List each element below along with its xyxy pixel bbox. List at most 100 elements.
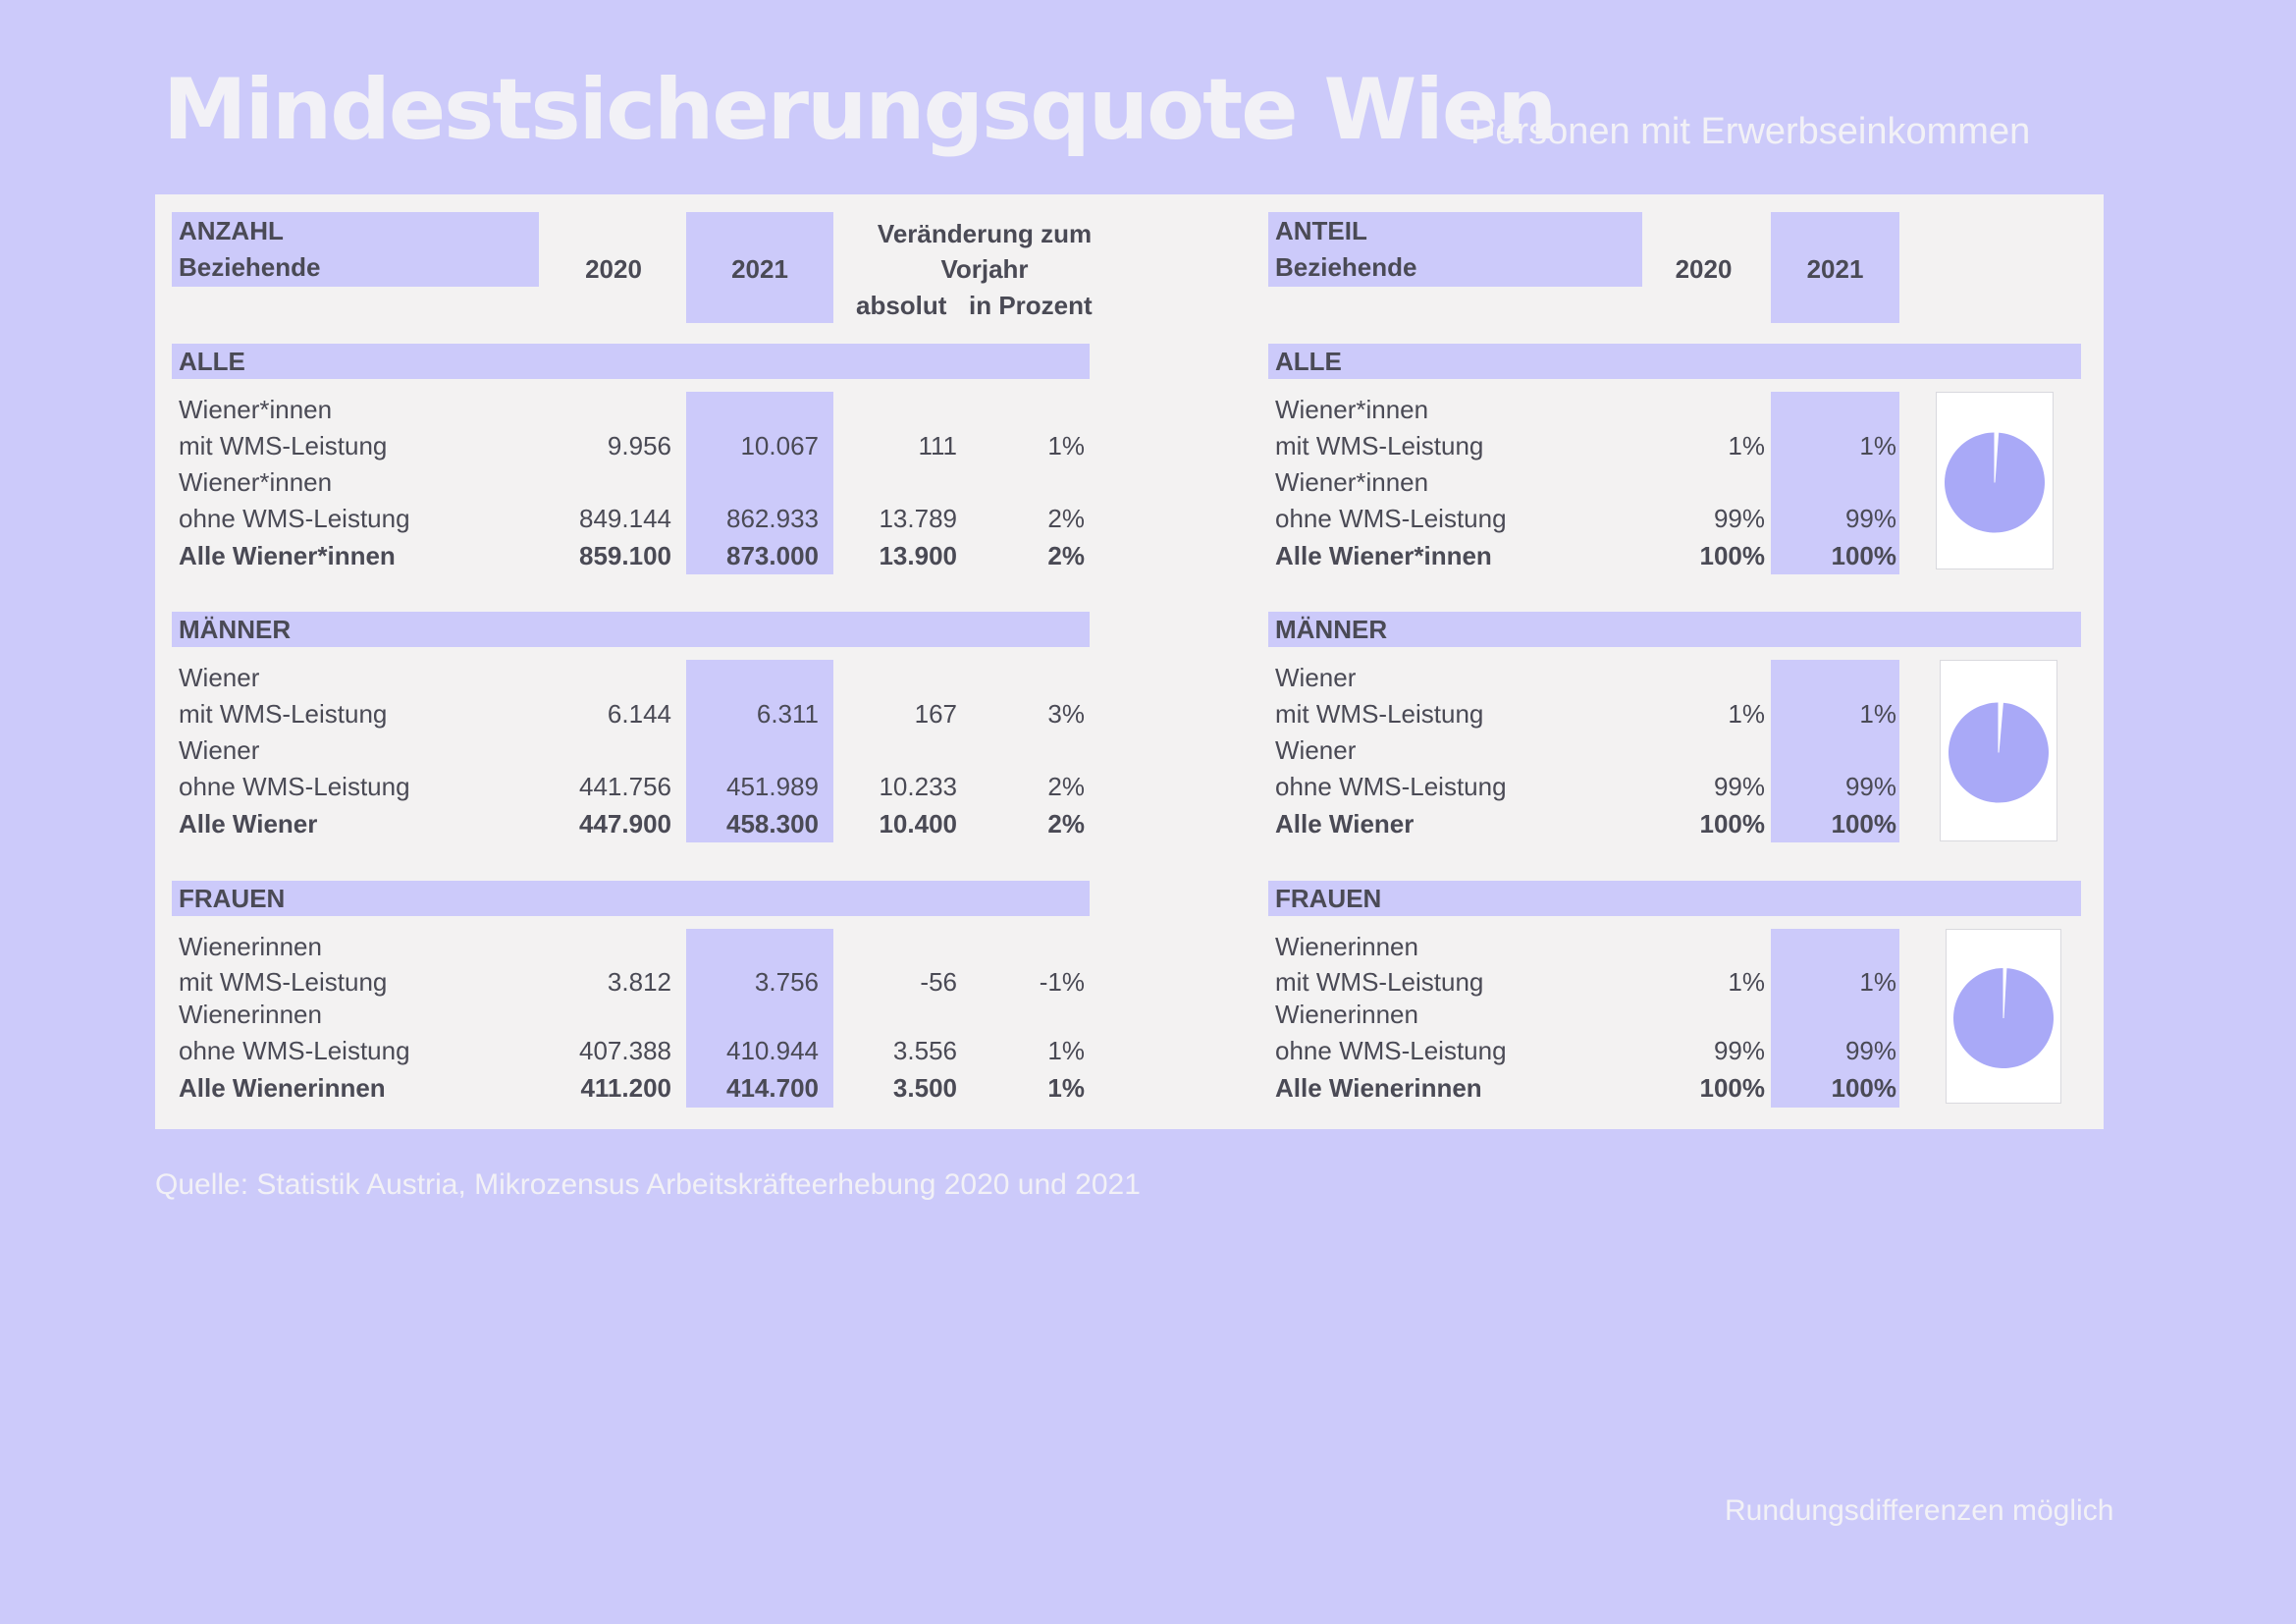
pie-slice-mit-wms bbox=[2002, 967, 2007, 1019]
row-label-line2: mit WMS-Leistung bbox=[179, 967, 388, 997]
value-abs-change: 111 bbox=[918, 431, 957, 460]
share-2021: 1% bbox=[1859, 967, 1896, 997]
change-header-line2: Vorjahr bbox=[940, 254, 1029, 284]
value-abs-change: 13.789 bbox=[879, 504, 957, 533]
value-abs-change: 3.556 bbox=[892, 1036, 957, 1065]
share-2020: 99% bbox=[1713, 1036, 1765, 1065]
row-label-line2: ohne WMS-Leistung bbox=[179, 504, 410, 533]
value-pct-change: 1% bbox=[1047, 431, 1085, 460]
value-2020: 441.756 bbox=[579, 772, 671, 801]
section-frauen-2021-band bbox=[686, 929, 833, 1108]
value-2021: 873.000 bbox=[726, 541, 819, 570]
left-col-2020-header: 2020 bbox=[585, 254, 642, 284]
share-2020: 1% bbox=[1728, 699, 1765, 729]
section-frauen-title-right: FRAUEN bbox=[1275, 884, 1382, 913]
share-total-row-label: Alle Wiener*innen bbox=[1275, 541, 1492, 570]
pie-svg-alle bbox=[1945, 431, 2045, 533]
row-label-line1: Wiener*innen bbox=[179, 395, 333, 424]
row-label-line1: Wienerinnen bbox=[179, 932, 322, 961]
row-label-line1: Wiener bbox=[179, 663, 260, 692]
share-2021: 1% bbox=[1859, 431, 1896, 460]
left-col-2021-header: 2021 bbox=[731, 254, 788, 284]
share-2020: 99% bbox=[1713, 772, 1765, 801]
row-label-line2: ohne WMS-Leistung bbox=[179, 1036, 410, 1065]
total-row-label: Alle Wiener*innen bbox=[179, 541, 396, 570]
value-pct-change: 2% bbox=[1047, 809, 1085, 839]
pie-chart-maenner bbox=[1940, 660, 2057, 841]
row-label-line2: ohne WMS-Leistung bbox=[179, 772, 410, 801]
value-pct-change: 2% bbox=[1047, 504, 1085, 533]
section-maenner-title-right: MÄNNER bbox=[1275, 615, 1388, 644]
share-row-label-line2: mit WMS-Leistung bbox=[1275, 699, 1484, 729]
value-2020: 411.200 bbox=[580, 1073, 671, 1103]
share-row-label-line2: ohne WMS-Leistung bbox=[1275, 1036, 1507, 1065]
total-row-label: Alle Wienerinnen bbox=[179, 1073, 386, 1103]
value-abs-change: -56 bbox=[920, 967, 957, 997]
share-2021: 99% bbox=[1844, 504, 1896, 533]
share-2020: 1% bbox=[1728, 967, 1765, 997]
value-pct-change: 2% bbox=[1047, 541, 1085, 570]
section-maenner-title-left: MÄNNER bbox=[179, 615, 292, 644]
value-2021: 451.989 bbox=[726, 772, 819, 801]
value-pct-change: 1% bbox=[1047, 1036, 1085, 1065]
left-head-label-bg bbox=[172, 212, 539, 287]
share-2021: 100% bbox=[1831, 1073, 1897, 1103]
share-2020: 100% bbox=[1699, 809, 1766, 839]
share-2021: 99% bbox=[1844, 1036, 1896, 1065]
pie-chart-frauen bbox=[1946, 929, 2061, 1104]
share-row-label-line1: Wiener*innen bbox=[1275, 467, 1429, 497]
section-maenner-right-bar bbox=[1268, 612, 2081, 647]
share-total-row-label: Alle Wiener bbox=[1275, 809, 1415, 839]
section-alle-left-bar bbox=[172, 344, 1090, 379]
change-header-line1: Veränderung zum bbox=[877, 219, 1093, 248]
value-2021: 414.700 bbox=[726, 1073, 819, 1103]
share-row-label-line2: ohne WMS-Leistung bbox=[1275, 772, 1507, 801]
source-note: Quelle: Statistik Austria, Mikrozensus A… bbox=[155, 1168, 1141, 1201]
total-row-label: Alle Wiener bbox=[179, 809, 318, 839]
value-pct-change: 3% bbox=[1047, 699, 1085, 729]
value-abs-change: 167 bbox=[914, 699, 957, 729]
pie-svg-frauen bbox=[1953, 967, 2054, 1068]
share-row-label-line1: Wiener*innen bbox=[1275, 395, 1429, 424]
section-alle-2021-band bbox=[686, 392, 833, 574]
right-col-2021-header: 2021 bbox=[1806, 254, 1864, 284]
value-2021: 458.300 bbox=[726, 809, 819, 839]
share-row-label-line2: mit WMS-Leistung bbox=[1275, 967, 1484, 997]
pie-slice-mit-wms bbox=[1994, 431, 2000, 483]
value-pct-change: -1% bbox=[1039, 967, 1085, 997]
value-pct-change: 1% bbox=[1047, 1073, 1085, 1103]
col-pct-header: in Prozent bbox=[969, 291, 1093, 320]
share-2020: 99% bbox=[1713, 504, 1765, 533]
value-2020: 3.812 bbox=[607, 967, 671, 997]
value-2021: 410.944 bbox=[726, 1036, 819, 1065]
page-subtitle: Personen mit Erwerbseinkommen bbox=[1470, 111, 2031, 152]
value-abs-change: 3.500 bbox=[892, 1073, 957, 1103]
pie-chart-alle bbox=[1936, 392, 2054, 569]
share-row-label-line1: Wienerinnen bbox=[1275, 932, 1418, 961]
left-head-label-2: Beziehende bbox=[179, 252, 321, 282]
value-2020: 6.144 bbox=[607, 699, 671, 729]
section-alle-right-bar bbox=[1268, 344, 2081, 379]
share-row-label-line1: Wiener bbox=[1275, 663, 1357, 692]
pie-slice-mit-wms bbox=[1998, 701, 2003, 753]
share-2020: 1% bbox=[1728, 431, 1765, 460]
share-2021: 100% bbox=[1831, 809, 1897, 839]
pie-svg-maenner bbox=[1949, 701, 2049, 803]
right-col-2021-bg bbox=[1771, 212, 1899, 323]
section-alle-title-right: ALLE bbox=[1275, 347, 1342, 376]
share-row-label-line1: Wienerinnen bbox=[1275, 1000, 1418, 1029]
share-row-label-line2: mit WMS-Leistung bbox=[1275, 431, 1484, 460]
right-head-label-bg bbox=[1268, 212, 1642, 287]
share-row-label-line1: Wiener bbox=[1275, 735, 1357, 765]
row-label-line1: Wienerinnen bbox=[179, 1000, 322, 1029]
share-2020: 100% bbox=[1699, 1073, 1766, 1103]
value-pct-change: 2% bbox=[1047, 772, 1085, 801]
section-maenner-share-2021-band bbox=[1771, 660, 1899, 842]
share-2021: 1% bbox=[1859, 699, 1896, 729]
value-2020: 859.100 bbox=[579, 541, 671, 570]
value-2021: 6.311 bbox=[756, 699, 819, 729]
value-abs-change: 13.900 bbox=[879, 541, 957, 570]
row-label-line1: Wiener bbox=[179, 735, 260, 765]
value-2020: 407.388 bbox=[579, 1036, 671, 1065]
value-2020: 849.144 bbox=[579, 504, 671, 533]
